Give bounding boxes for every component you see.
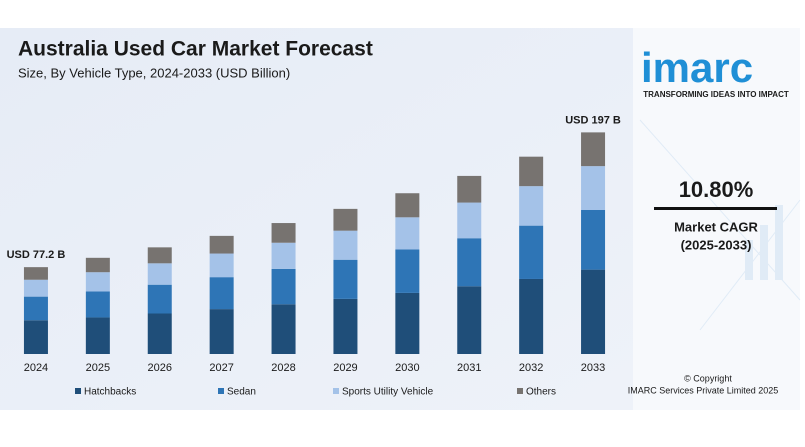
bar-segment [519, 225, 544, 279]
copyright: © Copyright [684, 373, 732, 383]
x-tick-label: 2031 [457, 362, 481, 374]
bar-segment [209, 277, 234, 310]
bar-segment [85, 291, 110, 318]
bar-segment [147, 263, 172, 285]
bar-segment [519, 278, 544, 354]
bar-segment [85, 272, 110, 292]
legend-swatch [333, 388, 339, 394]
bar-segment [519, 156, 544, 187]
bar-segment [581, 132, 606, 167]
bar-segment [209, 253, 234, 278]
chart-title: Australia Used Car Market Forecast [18, 38, 373, 61]
bar-segment [23, 296, 48, 321]
company: IMARC Services Private Limited 2025 [628, 385, 779, 395]
bar-segment [581, 210, 606, 270]
side-panel [633, 28, 800, 410]
bar-segment [147, 247, 172, 264]
divider [654, 207, 777, 210]
tagline: TRANSFORMING IDEAS INTO IMPACT [643, 90, 789, 99]
x-tick-label: 2025 [86, 362, 110, 374]
bar-segment [209, 309, 234, 354]
bar-segment [395, 193, 420, 218]
bar-segment [209, 235, 234, 254]
legend-swatch [218, 388, 224, 394]
bar-segment [333, 230, 358, 260]
x-tick-label: 2028 [271, 362, 295, 374]
bar-segment [395, 292, 420, 354]
bar-segment [581, 269, 606, 354]
cagr-value: 10.80% [679, 177, 754, 202]
bar-segment [85, 317, 110, 354]
x-tick-label: 2032 [519, 362, 543, 374]
bar-segment [333, 208, 358, 231]
x-tick-label: 2033 [581, 362, 605, 374]
x-tick-label: 2024 [24, 362, 48, 374]
bar-segment [457, 238, 482, 287]
bar-segment [85, 257, 110, 273]
legend-swatch [517, 388, 523, 394]
bar-segment [23, 267, 48, 280]
total-label: USD 77.2 B [7, 249, 66, 261]
bar-segment [581, 166, 606, 210]
bar-segment [457, 175, 482, 203]
x-tick-label: 2029 [333, 362, 357, 374]
chart-subtitle: Size, By Vehicle Type, 2024-2033 (USD Bi… [18, 65, 290, 80]
bar-segment [395, 249, 420, 293]
legend-label: Sedan [227, 387, 256, 398]
cagr-period: (2025-2033) [681, 237, 752, 252]
legend-label: Sports Utility Vehicle [342, 387, 434, 398]
bar-segment [271, 223, 296, 243]
bar-segment [271, 242, 296, 269]
bar-segment [333, 259, 358, 299]
bar-segment [23, 320, 48, 354]
bar-segment [395, 217, 420, 250]
legend-label: Hatchbacks [84, 387, 136, 398]
bar-segment [271, 304, 296, 354]
bar-segment [519, 186, 544, 226]
legend-swatch [75, 388, 81, 394]
bar-segment [457, 202, 482, 239]
legend-label: Others [526, 387, 556, 398]
x-tick-label: 2027 [209, 362, 233, 374]
total-label: USD 197 B [565, 114, 621, 126]
x-tick-label: 2026 [148, 362, 172, 374]
bar-segment [147, 284, 172, 314]
bar-segment [147, 313, 172, 354]
cagr-label: Market CAGR [674, 219, 758, 234]
bar-segment [457, 286, 482, 354]
bar-segment [271, 268, 296, 305]
logo: imarc [641, 44, 753, 91]
bar-segment [23, 279, 48, 297]
x-tick-label: 2030 [395, 362, 419, 374]
bar-segment [333, 298, 358, 354]
